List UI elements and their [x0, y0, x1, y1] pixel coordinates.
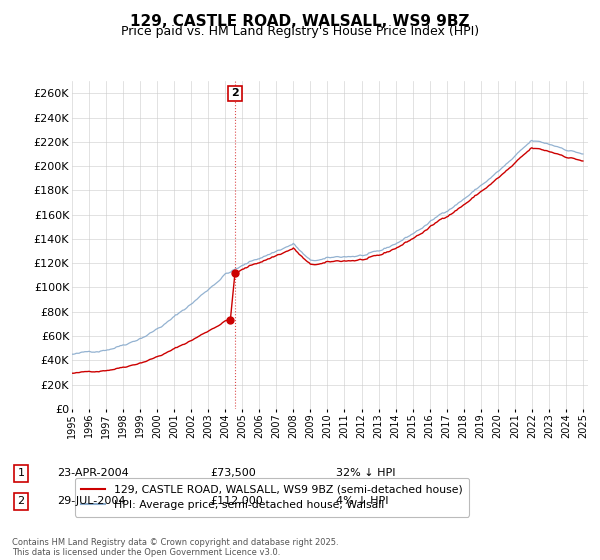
Text: 4% ↓ HPI: 4% ↓ HPI: [336, 496, 389, 506]
Text: £73,500: £73,500: [210, 468, 256, 478]
Legend: 129, CASTLE ROAD, WALSALL, WS9 9BZ (semi-detached house), HPI: Average price, se: 129, CASTLE ROAD, WALSALL, WS9 9BZ (semi…: [75, 478, 469, 516]
Text: 32% ↓ HPI: 32% ↓ HPI: [336, 468, 395, 478]
Text: 2: 2: [231, 88, 239, 99]
Text: 29-JUL-2004: 29-JUL-2004: [57, 496, 125, 506]
Text: 23-APR-2004: 23-APR-2004: [57, 468, 129, 478]
Text: 2: 2: [17, 496, 25, 506]
Text: Price paid vs. HM Land Registry's House Price Index (HPI): Price paid vs. HM Land Registry's House …: [121, 25, 479, 38]
Text: 129, CASTLE ROAD, WALSALL, WS9 9BZ: 129, CASTLE ROAD, WALSALL, WS9 9BZ: [130, 14, 470, 29]
Text: 1: 1: [17, 468, 25, 478]
Text: Contains HM Land Registry data © Crown copyright and database right 2025.
This d: Contains HM Land Registry data © Crown c…: [12, 538, 338, 557]
Text: £112,000: £112,000: [210, 496, 263, 506]
